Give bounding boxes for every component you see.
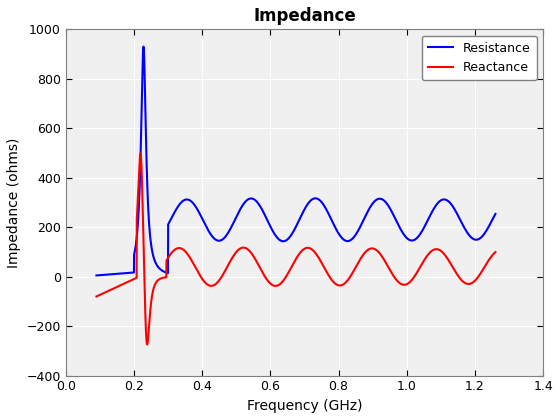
Reactance bbox=[144, 342, 151, 347]
Resistance bbox=[237, 205, 244, 210]
Resistance bbox=[140, 44, 147, 49]
Resistance bbox=[93, 273, 100, 278]
Reactance bbox=[389, 271, 396, 276]
Resistance bbox=[329, 220, 336, 225]
Resistance bbox=[492, 211, 499, 216]
X-axis label: Frequency (GHz): Frequency (GHz) bbox=[247, 399, 362, 413]
Reactance bbox=[347, 274, 353, 279]
Resistance bbox=[389, 210, 395, 215]
Resistance bbox=[113, 271, 120, 276]
Line: Reactance: Reactance bbox=[96, 153, 496, 344]
Resistance bbox=[347, 238, 353, 243]
Reactance bbox=[93, 294, 100, 299]
Reactance bbox=[410, 275, 417, 280]
Title: Impedance: Impedance bbox=[253, 7, 356, 25]
Reactance bbox=[137, 151, 144, 156]
Reactance bbox=[329, 278, 336, 284]
Y-axis label: Impedance (ohms): Impedance (ohms) bbox=[7, 137, 21, 268]
Line: Resistance: Resistance bbox=[96, 47, 496, 276]
Reactance bbox=[237, 246, 244, 251]
Reactance bbox=[492, 249, 499, 255]
Resistance bbox=[410, 238, 417, 243]
Reactance bbox=[113, 285, 120, 290]
Legend: Resistance, Reactance: Resistance, Reactance bbox=[422, 36, 537, 80]
